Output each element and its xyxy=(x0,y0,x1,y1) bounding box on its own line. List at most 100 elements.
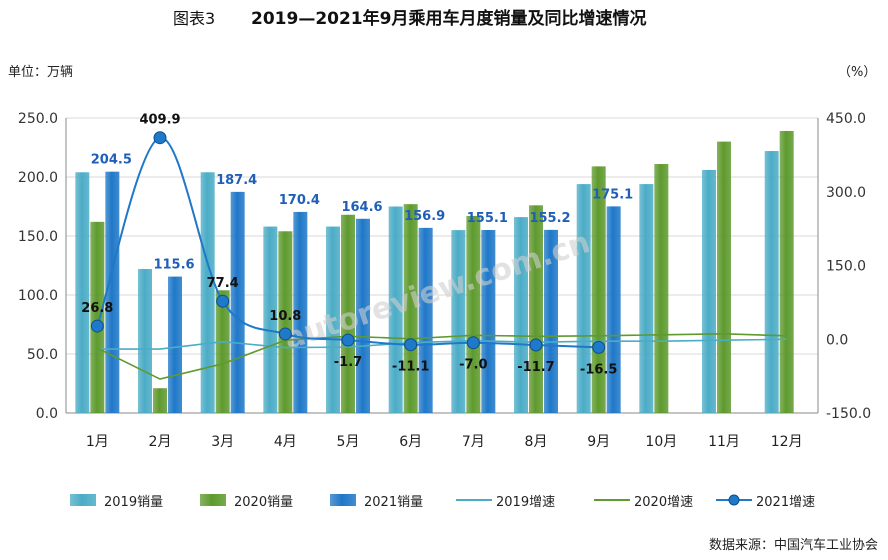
right-tick-label: 150.0 xyxy=(826,259,866,275)
x-tick-label: 6月 xyxy=(399,434,422,450)
growth-value-label: -11.1 xyxy=(392,360,429,375)
growth-marker xyxy=(278,327,292,341)
left-axis-unit: 单位：万辆 xyxy=(8,65,73,80)
bar xyxy=(168,276,182,413)
bar xyxy=(153,388,167,413)
left-tick-label: 50.0 xyxy=(27,347,58,363)
legend-label: 2020增速 xyxy=(634,495,693,510)
bar xyxy=(293,211,308,413)
bar-value-label: 155.2 xyxy=(529,211,570,226)
legend-label: 2021增速 xyxy=(756,495,815,510)
chart-title: 2019—2021年9月乘用车月度销量及同比增速情况 xyxy=(251,8,646,29)
legend: 2019销量 2020销量 2021销量 2019增速 2020增速 2021增速 xyxy=(70,494,815,510)
bar xyxy=(702,169,716,413)
bar xyxy=(278,231,293,413)
right-tick-label: 450.0 xyxy=(826,111,866,127)
legend-swatch xyxy=(200,494,226,506)
x-tick-label: 7月 xyxy=(462,434,485,450)
x-tick-label: 4月 xyxy=(274,434,297,450)
bar-value-label: 164.6 xyxy=(341,200,382,215)
bar xyxy=(341,214,355,413)
bar xyxy=(263,226,278,413)
legend-label: 2019增速 xyxy=(496,495,555,510)
bar xyxy=(529,205,543,413)
bar xyxy=(388,206,403,413)
bar-value-label: 156.9 xyxy=(404,209,445,224)
bar-value-label: 187.4 xyxy=(216,173,257,188)
growth-value-label: 409.9 xyxy=(139,113,180,128)
bar xyxy=(418,227,433,413)
left-tick-label: 150.0 xyxy=(18,229,58,245)
right-tick-label: 0.0 xyxy=(826,332,848,348)
source-note: 数据来源：中国汽车工业协会 xyxy=(709,537,878,553)
bar xyxy=(326,226,340,413)
growth-value-label: -16.5 xyxy=(580,362,617,377)
bar xyxy=(654,164,669,413)
right-tick-label: 300.0 xyxy=(826,185,866,201)
bar xyxy=(230,191,245,413)
x-tick-label: 8月 xyxy=(525,434,548,450)
bar xyxy=(514,217,528,413)
growth-marker xyxy=(341,333,355,347)
bar xyxy=(75,172,90,413)
growth-value-label: 77.4 xyxy=(207,276,239,291)
bar xyxy=(779,130,794,414)
x-tick-label: 9月 xyxy=(587,434,610,450)
legend-swatch xyxy=(70,494,96,506)
legend-swatch xyxy=(330,494,356,506)
growth-value-label: -11.7 xyxy=(517,360,554,375)
bar xyxy=(138,269,152,413)
x-tick-label: 3月 xyxy=(211,434,234,450)
growth-value-label: -7.0 xyxy=(459,358,487,373)
x-tick-label: 10月 xyxy=(645,434,677,450)
bar-value-label: 115.6 xyxy=(153,258,194,273)
legend-label: 2021销量 xyxy=(364,495,423,510)
line-layer xyxy=(90,131,787,380)
growth-value-label: 10.8 xyxy=(269,309,301,324)
bar xyxy=(90,221,105,413)
bar-value-label: 155.1 xyxy=(467,211,508,226)
bar xyxy=(576,184,591,413)
bar xyxy=(215,290,230,413)
x-tick-label: 11月 xyxy=(708,434,740,450)
legend-label: 2020销量 xyxy=(234,495,293,510)
left-tick-label: 0.0 xyxy=(36,406,58,422)
growth-marker xyxy=(404,338,418,352)
right-tick-label: -150.0 xyxy=(826,406,871,422)
bar xyxy=(544,229,558,413)
left-tick-label: 100.0 xyxy=(18,288,58,304)
bar xyxy=(639,184,654,413)
chart-title-prefix: 图表3 xyxy=(173,9,215,28)
label-layer: 204.5 115.6 187.4 170.4 164.6 156.9 155.1 155.2… xyxy=(81,113,633,378)
bar xyxy=(451,230,466,413)
growth-line xyxy=(97,338,787,350)
bar xyxy=(606,206,621,413)
growth-marker xyxy=(529,338,543,352)
bar xyxy=(200,172,215,413)
bar xyxy=(481,229,496,413)
right-axis-unit: （%） xyxy=(838,65,876,80)
bar xyxy=(764,151,779,414)
growth-value-label: 26.8 xyxy=(81,301,113,316)
growth-line xyxy=(96,333,787,380)
x-tick-label: 2月 xyxy=(149,434,172,450)
legend-marker xyxy=(728,494,740,506)
legend-label: 2019销量 xyxy=(104,495,163,510)
bar-value-label: 170.4 xyxy=(279,193,320,208)
growth-marker xyxy=(592,340,606,354)
left-tick-label: 250.0 xyxy=(18,111,58,127)
growth-value-label: -1.7 xyxy=(334,355,362,370)
x-tick-label: 5月 xyxy=(337,434,360,450)
growth-marker xyxy=(466,336,480,350)
bar xyxy=(717,141,731,413)
growth-marker xyxy=(153,131,167,145)
bar xyxy=(403,204,418,413)
bar-value-label: 204.5 xyxy=(91,153,132,168)
growth-marker xyxy=(90,319,104,333)
left-tick-label: 200.0 xyxy=(18,170,58,186)
bar-layer xyxy=(75,130,794,414)
bar xyxy=(105,171,120,413)
bar xyxy=(466,215,481,413)
